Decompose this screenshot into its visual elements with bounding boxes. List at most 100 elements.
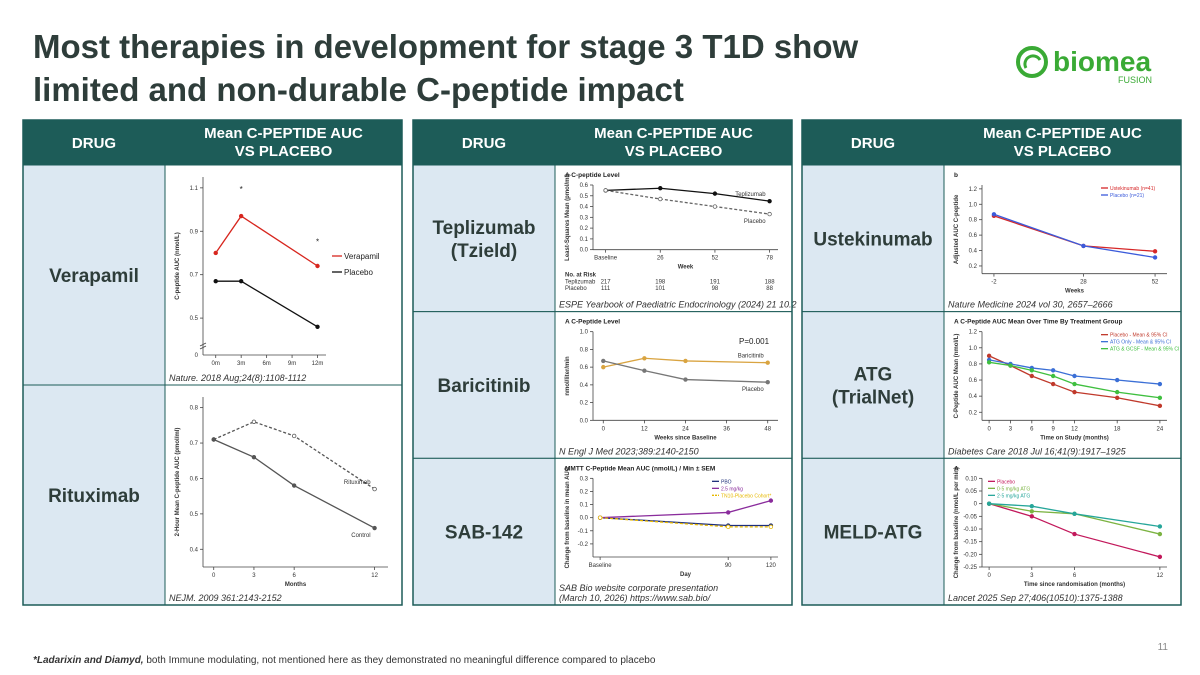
y-tick-label: 0.2 [969,264,978,270]
data-point [1072,511,1077,516]
chart-cell [943,311,1182,459]
data-point [768,498,774,503]
x-axis-label: Months [285,582,307,588]
x-tick-label: 36 [723,426,730,432]
x-tick-label: 6 [1030,426,1034,432]
title-line: Most therapies in development for stage … [33,28,858,65]
data-point [725,510,731,515]
series-line [213,421,375,490]
y-tick-label: 0.4 [580,383,589,389]
chart-cell [554,164,793,313]
x-tick-label: 12 [1157,573,1164,579]
legend-label: ATG & GCSF - Mean & 95% CI [1110,347,1179,353]
axis-break [199,342,207,350]
data-point [1072,389,1077,395]
data-point [1157,395,1163,400]
x-tick-label: 6 [292,573,296,579]
y-tick-label: 1.1 [190,186,199,192]
series-line [605,187,770,202]
x-axis-label: Time since randomisation (months) [1024,582,1125,588]
drug-cell [22,384,166,606]
data-point [683,377,688,382]
header-cell: VS PLACEBO [1014,143,1112,160]
x-tick-label: 12 [641,426,648,432]
data-point [597,515,603,520]
y-tick-label: -0.2 [578,542,589,548]
y-tick-label: 0.0 [580,516,589,522]
source: SAB Bio website corporate presentation [559,583,718,593]
y-axis-label: Least-Squares Mean (pmol/ml) [565,174,571,261]
y-tick-label: 1.2 [969,187,978,193]
series-line [989,503,1160,528]
data-point [1029,504,1035,509]
x-tick-label: 0m [212,361,220,367]
data-point [1050,373,1056,379]
source: N Engl J Med 2023;389:2140-2150 [559,446,699,456]
risk-value: 101 [655,286,666,292]
legend-label: Ustekinumab (n=41) [1110,186,1155,192]
series-line [603,360,768,383]
x-tick-label: -2 [991,280,997,286]
data-point [986,353,992,359]
data-point [315,324,320,329]
chart-cell [554,457,793,606]
x-axis-label: Time on Study (months) [1040,435,1109,441]
data-point [768,524,774,530]
x-tick-label: 3 [252,573,256,579]
legend-label: ATG Only - Mean & 95% CI [1110,340,1171,346]
data-point [986,360,992,365]
data-point [642,368,647,373]
source: Nature. 2018 Aug;24(8):1108-1112 [169,373,306,383]
footnote-text: both Immune modulating, not mentioned he… [144,655,656,666]
data-point [1029,373,1035,379]
chart-title: A C-Peptide AUC Mean Over Time By Treatm… [954,319,1122,326]
y-tick-label: 0.0 [580,418,589,424]
data-point [251,419,257,424]
x-tick-label: 12 [371,573,378,579]
y-tick-label: 0.6 [190,476,199,482]
x-tick-label: 12 [1071,426,1078,432]
header-cell: DRUG [462,135,506,152]
data-point [315,263,320,269]
header-cell: VS PLACEBO [235,143,333,160]
y-tick-label: 0.6 [969,233,978,239]
data-point [603,188,608,193]
data-point [767,211,772,217]
data-point [1152,255,1158,260]
data-point [291,483,297,488]
data-point [372,486,377,492]
y-tick-label: 0.05 [965,489,977,495]
y-tick-label: 0.2 [580,226,589,232]
y-tick-label: 0.5 [190,512,199,518]
series-line [213,438,375,529]
drug-name: Ustekinumab [813,229,932,250]
x-tick-label: 6 [1073,573,1077,579]
y-tick-label: 0.4 [190,547,199,553]
y-tick-label: 0.8 [969,362,978,368]
y-tick-label: 0.5 [580,194,589,200]
header-cell: Mean C-PEPTIDE AUC [983,125,1142,142]
table-header [23,120,402,165]
legend-label: Verapamil [344,252,380,261]
data-point [1029,368,1035,373]
drug-name: Teplizumab [432,218,535,239]
y-axis-label: Change from baseline (nmol/L per min) [954,467,960,578]
data-point [767,198,772,204]
table-header [413,120,792,165]
series-line [600,517,771,528]
y-axis-label: Change from baseline in mean AUC [565,466,571,568]
data-point [601,364,606,370]
x-axis-label: Day [680,572,692,578]
data-point [1114,389,1120,395]
y-tick-label: 0.7 [190,273,199,279]
source: NEJM. 2009 361:2143-2152 [169,593,282,603]
x-tick-label: 52 [712,256,719,262]
data-point [991,212,997,217]
data-point [1157,524,1163,529]
y-tick-label: 0.7 [190,441,199,447]
chart-title: b [954,172,958,179]
data-point [765,380,770,385]
chart-title: A [954,465,959,472]
y-tick-label: 0.1 [580,237,589,243]
risk-title: No. at Risk [565,273,597,279]
